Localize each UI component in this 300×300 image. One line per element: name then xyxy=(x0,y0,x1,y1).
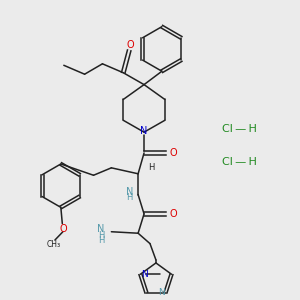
Text: N: N xyxy=(142,270,148,279)
Text: N: N xyxy=(140,126,148,136)
Text: O: O xyxy=(59,224,67,234)
Text: N: N xyxy=(158,288,164,297)
Text: Cl — H: Cl — H xyxy=(222,157,256,167)
Text: O: O xyxy=(170,209,178,219)
Text: H: H xyxy=(98,236,104,245)
Text: H: H xyxy=(126,193,132,202)
Text: O: O xyxy=(127,40,134,50)
Text: H: H xyxy=(148,163,155,172)
Text: O: O xyxy=(170,148,178,158)
Text: CH₃: CH₃ xyxy=(46,240,61,249)
Text: H: H xyxy=(98,231,104,240)
Text: N: N xyxy=(97,224,105,234)
Text: N: N xyxy=(125,187,133,196)
Text: Cl — H: Cl — H xyxy=(222,124,256,134)
